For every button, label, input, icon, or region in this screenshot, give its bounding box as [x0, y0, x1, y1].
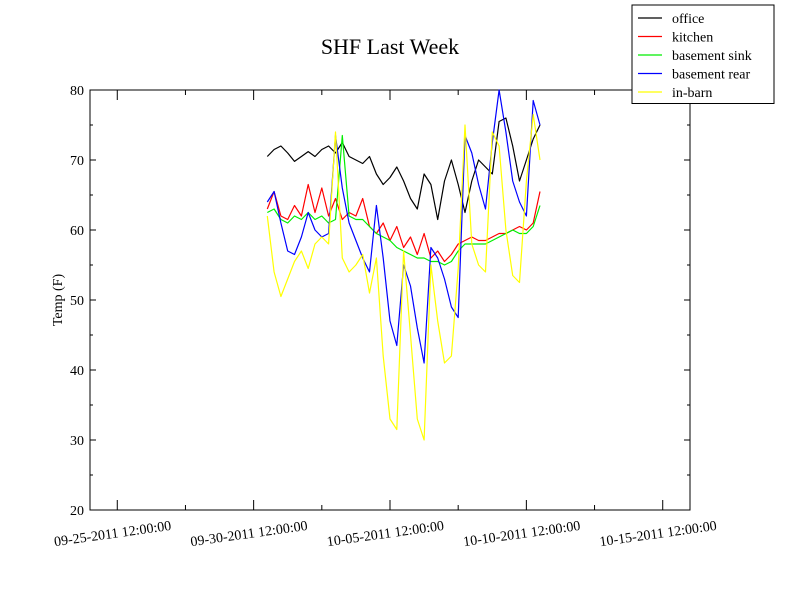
legend-label: basement rear — [672, 68, 750, 83]
legend-label: kitchen — [672, 31, 713, 46]
series-line-kitchen — [266, 183, 541, 263]
series-line-in-barn — [266, 113, 541, 441]
legend-box — [631, 4, 775, 104]
y-tick-label: 60 — [70, 224, 84, 239]
y-tick-label: 50 — [70, 294, 84, 309]
y-tick-label: 80 — [70, 84, 84, 99]
chart-title: SHF Last Week — [321, 34, 459, 59]
legend-label: office — [672, 12, 704, 27]
y-tick-label: 70 — [70, 154, 84, 169]
y-tick-label: 20 — [70, 504, 84, 519]
y-axis-label: Temp (F) — [51, 274, 66, 327]
y-tick-label: 30 — [70, 434, 84, 449]
series-layer — [266, 89, 541, 441]
series-line-office — [266, 117, 541, 221]
y-tick-label: 40 — [70, 364, 84, 379]
legend: office kitchen basement sink basement rear i… — [631, 4, 775, 104]
legend-label: in-barn — [672, 86, 712, 101]
legend-label: basement sink — [672, 49, 752, 64]
